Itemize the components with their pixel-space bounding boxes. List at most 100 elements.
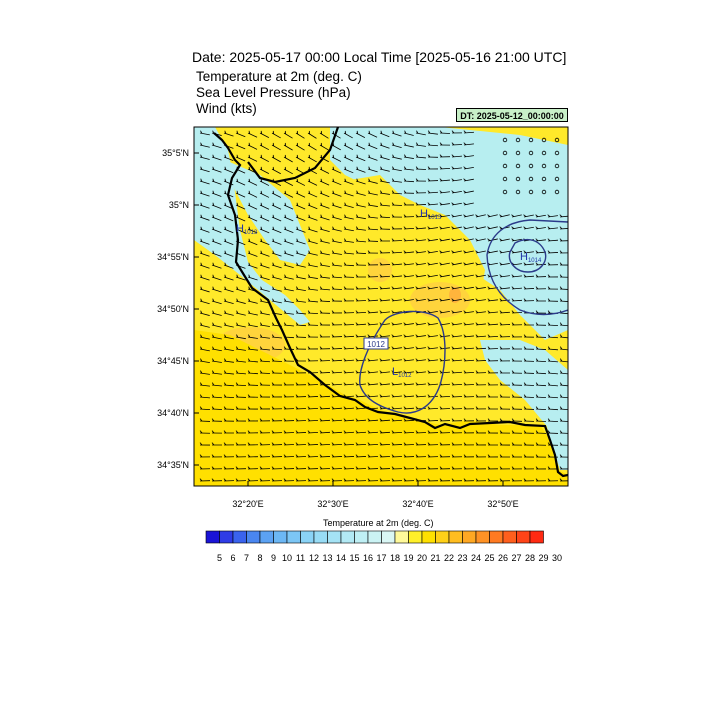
wind-barb xyxy=(451,286,462,290)
coastline-main xyxy=(213,132,568,478)
wind-barb xyxy=(343,310,355,314)
colorbar-swatch xyxy=(367,530,382,544)
wind-barb xyxy=(559,298,568,302)
wind-barb xyxy=(355,442,367,446)
wind-barb xyxy=(211,322,222,328)
temperature-field-cool-west xyxy=(194,127,310,325)
wind-barb xyxy=(427,178,439,182)
wind-barb xyxy=(475,382,487,386)
wind-barb xyxy=(559,262,568,266)
wind-barb xyxy=(463,310,474,314)
wind-barb xyxy=(235,298,246,304)
wind-barb xyxy=(379,286,390,290)
wind-barb xyxy=(391,166,402,172)
wind-barb xyxy=(199,274,210,281)
wind-barb xyxy=(391,358,402,362)
colorbar-label: 11 xyxy=(295,553,306,563)
wind-barb xyxy=(235,478,247,482)
wind-barb xyxy=(403,286,414,290)
wind-barb xyxy=(439,406,451,410)
wind-barb xyxy=(511,430,523,434)
isobar-east xyxy=(486,219,568,316)
wind-barb xyxy=(379,202,390,207)
wind-barb xyxy=(415,142,426,147)
wind-barb xyxy=(535,286,547,290)
wind-barb xyxy=(511,442,523,446)
calm-wind-marker xyxy=(502,150,508,156)
wind-barb xyxy=(319,202,330,209)
wind-barb xyxy=(463,178,474,182)
wind-barb xyxy=(331,238,342,244)
wind-barb xyxy=(547,394,559,399)
wind-barb xyxy=(427,214,438,218)
wind-barb xyxy=(211,418,223,422)
wind-barb xyxy=(223,238,234,246)
wind-barb xyxy=(247,298,258,304)
dt-badge: DT: 2025-05-12_00:00:00 xyxy=(456,108,568,122)
wind-barb xyxy=(247,190,258,198)
wind-barb xyxy=(307,358,319,362)
wind-barb xyxy=(547,370,558,375)
wind-barb xyxy=(211,238,222,245)
wind-barb xyxy=(367,334,378,338)
wind-barb xyxy=(235,334,246,340)
wind-barb xyxy=(343,286,355,290)
wind-barb xyxy=(499,298,510,302)
wind-barb xyxy=(475,310,486,314)
wind-barb xyxy=(535,430,547,434)
wind-barb xyxy=(391,370,402,374)
wind-barb xyxy=(247,430,259,434)
colorbar-swatch xyxy=(300,530,315,544)
wind-barb xyxy=(319,214,330,221)
colorbar-swatch xyxy=(246,530,261,544)
axes: 35°5'N 35°N 34°55'N 34°50'N 34°45'N 34°40'N 34… xyxy=(157,148,519,509)
wind-barb xyxy=(283,190,294,198)
wind-barb xyxy=(319,262,330,267)
wind-barb xyxy=(499,466,511,470)
wind-barb xyxy=(343,346,355,350)
wind-barb xyxy=(199,406,211,411)
wind-barb xyxy=(415,478,427,482)
wind-barb xyxy=(331,334,343,338)
colorbar-swatch xyxy=(475,530,490,544)
wind-barb xyxy=(511,238,522,242)
colorbar-label: 22 xyxy=(443,553,454,563)
wind-barb xyxy=(355,322,366,326)
wind-barb xyxy=(331,190,342,197)
wind-barb xyxy=(319,298,331,302)
wind-barb xyxy=(391,178,402,183)
wind-barb xyxy=(463,466,475,470)
wind-barb xyxy=(271,202,282,210)
wind-barb xyxy=(379,274,391,278)
wind-barb xyxy=(379,262,391,266)
wind-barb xyxy=(403,130,414,136)
wind-barb xyxy=(523,454,535,458)
wind-barb xyxy=(511,418,523,422)
wind-barb xyxy=(451,250,462,254)
coastline-north xyxy=(247,127,340,184)
wind-barb xyxy=(343,382,354,386)
colorbar-label: 8 xyxy=(257,553,263,563)
wind-barb xyxy=(391,226,403,230)
wind-barb xyxy=(319,442,331,446)
wind-barb xyxy=(367,322,378,326)
calm-wind-marker xyxy=(502,176,508,182)
wind-barb xyxy=(523,478,535,482)
wind-barb xyxy=(559,382,568,387)
wind-barb xyxy=(283,130,293,139)
wind-barb xyxy=(319,394,331,398)
wind-barb xyxy=(307,406,319,410)
temperature-field-cool-southeast xyxy=(520,360,568,470)
wind-barb xyxy=(247,406,259,410)
wind-barb xyxy=(427,154,439,158)
colorbar-swatch xyxy=(381,530,396,544)
wind-barb xyxy=(451,178,462,182)
wind-barb xyxy=(487,214,498,218)
wind-barb xyxy=(499,214,510,218)
wind-barb xyxy=(331,370,343,374)
wind-barb xyxy=(199,418,211,422)
wind-barb xyxy=(415,274,426,278)
wind-barb xyxy=(499,250,510,254)
wind-barb xyxy=(343,226,354,232)
wind-barb xyxy=(415,262,426,266)
